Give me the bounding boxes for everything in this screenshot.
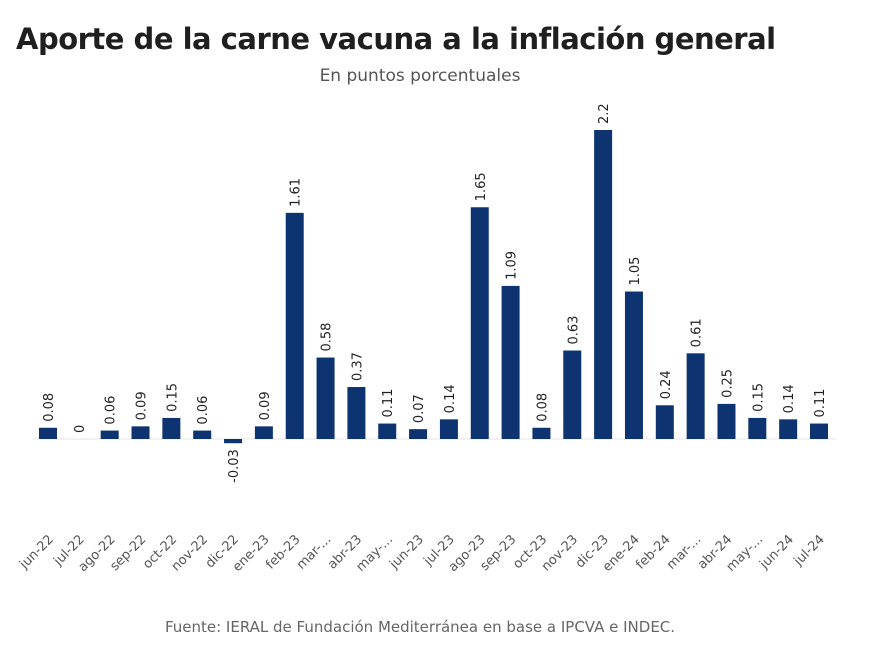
- data-label: 0.11: [381, 389, 396, 418]
- bar: [779, 419, 798, 439]
- data-label: 1.09: [505, 251, 520, 280]
- bar: [624, 291, 643, 439]
- bar: [563, 350, 582, 439]
- data-label: 0: [73, 425, 88, 433]
- x-tick-label: jun-24: [756, 532, 797, 573]
- data-label: 0.15: [165, 383, 180, 412]
- data-label: 0.09: [135, 391, 150, 420]
- bar: [717, 403, 736, 439]
- bar: [131, 426, 150, 439]
- bar: [501, 285, 520, 439]
- x-tick-label: jun-23: [386, 532, 427, 573]
- bar: [378, 423, 397, 439]
- data-label: 0.06: [196, 396, 211, 425]
- data-label: -0.03: [227, 449, 242, 483]
- chart-subtitle: En puntos porcentuales: [319, 66, 521, 86]
- bar: [39, 427, 57, 439]
- x-tick-label: jun-22: [16, 532, 57, 573]
- data-label: 1.61: [289, 178, 304, 207]
- data-label: 0.24: [659, 370, 674, 399]
- data-label: 0.08: [535, 393, 550, 422]
- data-label: 0.06: [104, 396, 119, 425]
- data-label: 0.58: [320, 323, 335, 352]
- bar: [193, 430, 212, 439]
- data-label: 0.14: [443, 384, 458, 413]
- bar: [594, 130, 613, 439]
- data-label: 0.09: [258, 391, 273, 420]
- bar: [409, 429, 428, 439]
- data-label: 1.05: [628, 257, 643, 286]
- bar: [748, 417, 767, 439]
- bar: [285, 212, 304, 439]
- bar: [347, 387, 366, 439]
- bar: [316, 357, 335, 439]
- bar: [224, 439, 243, 444]
- bar: [810, 423, 828, 439]
- chart-title: Aporte de la carne vacuna a la inflación…: [16, 22, 776, 56]
- data-label: 1.65: [474, 172, 489, 201]
- data-label: 0.14: [782, 384, 797, 413]
- x-tick-label: jul-24: [791, 532, 828, 569]
- data-label: 2.2: [597, 103, 612, 124]
- data-label: 0.61: [690, 318, 705, 347]
- bar: [439, 419, 458, 439]
- bar: [686, 353, 705, 439]
- bar: [532, 427, 551, 439]
- data-label: 0.37: [350, 352, 365, 381]
- data-label: 0.07: [412, 394, 427, 423]
- bar: [655, 405, 674, 439]
- data-label: 0.25: [720, 369, 735, 398]
- bar: [254, 426, 273, 439]
- data-label: 0.15: [751, 383, 766, 412]
- source-note: Fuente: IERAL de Fundación Mediterránea …: [164, 618, 676, 636]
- data-label: 0.11: [813, 389, 828, 418]
- data-label: 0.63: [566, 316, 581, 345]
- bar: [470, 207, 489, 439]
- bar: [100, 430, 119, 439]
- data-label: 0.08: [42, 393, 57, 422]
- bar: [162, 417, 181, 439]
